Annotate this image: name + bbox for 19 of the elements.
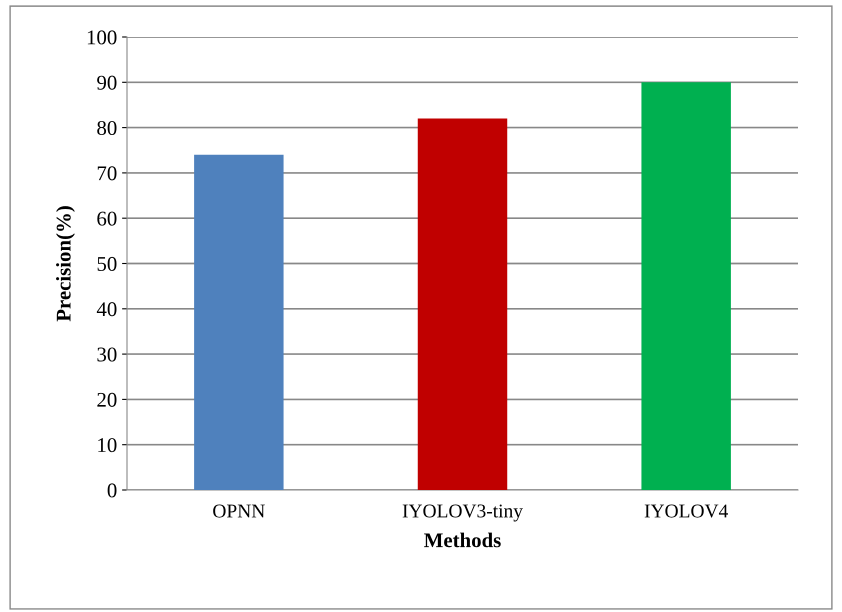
y-tick-label: 70 [98,166,116,180]
y-tick-label: 50 [98,256,116,271]
y-tick-label: 80 [97,120,116,136]
y-tick-label: 90 [97,76,116,90]
bar [194,154,284,490]
y-tick-label: 60 [97,212,116,226]
x-tick-label: IYOLOV4 [644,504,728,518]
y-tick-label: 40 [96,302,116,316]
y-tick-label: 100 [88,30,116,44]
y-tick-label: 20 [97,392,116,407]
y-axis-title: Precision(%) [56,206,75,322]
y-tick-label: 30 [97,347,116,362]
x-tick-label: IYOLOV3-tiny [402,504,523,522]
x-tick-label: OPNN [213,504,265,518]
y-tick-label: 0 [108,483,116,498]
y-tick-label: 10 [98,438,116,452]
x-axis-title: Methods [424,532,501,548]
bar [418,118,508,490]
bar [641,82,731,490]
